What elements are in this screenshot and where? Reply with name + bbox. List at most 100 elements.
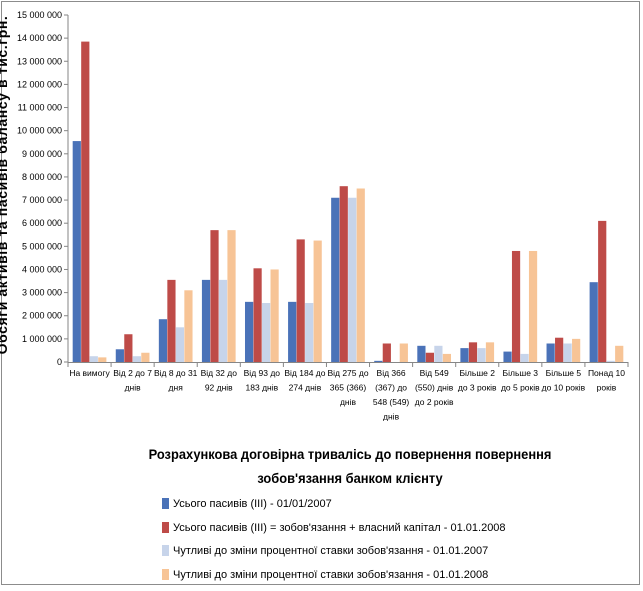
x-tick-label-line: років — [597, 383, 617, 393]
bar-series-3-cat-5 — [262, 303, 270, 362]
bar-series-2-cat-6 — [297, 239, 305, 362]
bar-series-3-cat-4 — [219, 280, 227, 362]
y-tick-label: 13 000 000 — [17, 56, 62, 66]
bar-series-3-cat-7 — [348, 198, 356, 362]
bar-series-1-cat-6 — [288, 302, 296, 362]
legend-swatch — [162, 498, 169, 509]
x-tick-label: Від 2 до 7 днів — [113, 368, 152, 393]
x-tick-label-line: 365 (366) — [330, 383, 367, 393]
bar-series-4-cat-9 — [443, 354, 451, 362]
y-tick-label: 8 000 000 — [22, 172, 62, 182]
x-tick-label-line: На вимогу — [69, 368, 110, 378]
y-tick-label: 10 000 000 — [17, 126, 62, 136]
bar-series-4-cat-7 — [357, 189, 365, 363]
bar-series-1-cat-5 — [245, 302, 253, 362]
bar-series-3-cat-12 — [564, 343, 572, 362]
bar-series-4-cat-2 — [141, 353, 149, 362]
bar-series-2-cat-3 — [167, 280, 175, 362]
x-tick-label-line: Від 8 до 31 — [154, 368, 198, 378]
y-tick-label: 5 000 000 — [22, 241, 62, 251]
x-tick-label-line: Від 2 до 7 — [113, 368, 152, 378]
bar-series-3-cat-1 — [90, 356, 98, 362]
y-tick-label: 0 — [57, 357, 62, 367]
bar-series-3-cat-9 — [434, 346, 442, 362]
x-tick-label-line: Від 93 до — [244, 368, 281, 378]
x-tick-label-line: до 2 років — [415, 397, 454, 407]
y-tick-label: 3 000 000 — [22, 288, 62, 298]
bar-series-2-cat-2 — [124, 334, 132, 362]
bar-series-2-cat-7 — [340, 186, 348, 362]
legend-label: Чутливі до зміни процентної ставки зобов… — [173, 568, 488, 582]
x-tick-label-line: до 10 років — [542, 383, 586, 393]
y-tick-label: 11 000 000 — [18, 103, 62, 113]
y-tick-label: 7 000 000 — [22, 195, 62, 205]
x-tick-label-line: Від 549 — [420, 368, 449, 378]
bar-series-3-cat-11 — [520, 354, 528, 362]
x-tick-label-line: 183 днів — [246, 383, 279, 393]
bar-series-1-cat-12 — [547, 343, 555, 362]
y-tick-label: 4 000 000 — [22, 264, 62, 274]
legend-swatch — [162, 545, 169, 556]
x-tick-label-line: 548 (549) — [373, 397, 410, 407]
x-tick-label-line: Від 184 до — [284, 368, 325, 378]
y-tick-label: 1 000 000 — [22, 334, 62, 344]
x-tick-label-line: дня — [169, 383, 184, 393]
legend-item-series-1: Усього пасивів (ІІІ) - 01/01/2007 — [162, 497, 632, 521]
bar-series-3-cat-13 — [607, 361, 615, 362]
bar-series-1-cat-9 — [417, 346, 425, 362]
x-tick-label: Від 93 до 183 днів — [244, 368, 281, 393]
x-tick-label: Більше 5 до 10 років — [542, 368, 586, 393]
bar-series-2-cat-10 — [469, 342, 477, 362]
bar-series-4-cat-13 — [615, 346, 623, 362]
bar-series-4-cat-12 — [572, 339, 580, 362]
bar-series-4-cat-8 — [400, 343, 408, 362]
legend-item-series-3: Чутливі до зміни процентної ставки зобов… — [162, 544, 632, 568]
y-tick-label: 9 000 000 — [22, 149, 62, 159]
bar-series-4-cat-3 — [184, 290, 192, 362]
legend-label: Чутливі до зміни процентної ставки зобов… — [173, 544, 488, 558]
bar-series-2-cat-1 — [81, 42, 89, 362]
y-tick-label: 12 000 000 — [17, 79, 62, 89]
x-tick-label: Більше 3 до 5 років — [501, 368, 540, 393]
x-tick-label-line: Понад 10 — [588, 368, 625, 378]
x-tick-label-line: Більше 2 — [459, 368, 495, 378]
bar-series-3-cat-2 — [133, 356, 141, 362]
x-tick-label: Від 549 (550) днів до 2 років — [415, 368, 454, 407]
bar-series-1-cat-4 — [202, 280, 210, 362]
x-tick-label-line: (550) днів — [415, 383, 454, 393]
bar-series-1-cat-2 — [116, 349, 124, 362]
x-tick-label-line: Від 275 до — [327, 368, 368, 378]
x-tick-label-line: днів — [383, 412, 400, 422]
bar-series-3-cat-3 — [176, 327, 184, 362]
y-axis-label-text: Обсяги активів та пасивів балансу в тис.… — [0, 16, 10, 355]
bar-series-1-cat-1 — [73, 141, 81, 362]
bar-series-1-cat-11 — [503, 352, 511, 362]
x-tick-label: На вимогу — [69, 368, 110, 378]
bar-series-2-cat-5 — [253, 268, 261, 362]
bar-series-2-cat-8 — [383, 343, 391, 362]
x-tick-label-line: Більше 3 — [503, 368, 539, 378]
legend-swatch — [162, 569, 169, 580]
x-tick-label-line: Від 32 до — [201, 368, 238, 378]
y-tick-label: 2 000 000 — [22, 311, 62, 321]
bar-series-2-cat-13 — [598, 221, 606, 362]
bar-series-1-cat-10 — [460, 348, 468, 362]
x-tick-label-line: Більше 5 — [546, 368, 582, 378]
bar-series-2-cat-4 — [210, 230, 218, 362]
bar-series-2-cat-9 — [426, 353, 434, 362]
x-tick-label: Понад 10 років — [588, 368, 625, 393]
y-tick-label: 14 000 000 — [17, 33, 62, 43]
bar-series-1-cat-3 — [159, 319, 167, 362]
legend-label: Усього пасивів (ІІІ) = зобов'язання + вл… — [173, 521, 506, 535]
x-tick-label-line: днів — [125, 383, 142, 393]
bar-series-3-cat-10 — [477, 348, 485, 362]
x-axis-title: Розрахункова договірна тривалісь до пове… — [115, 442, 584, 490]
x-tick-label-line: до 5 років — [501, 383, 540, 393]
bar-series-3-cat-6 — [305, 303, 313, 362]
bar-series-1-cat-13 — [590, 282, 598, 362]
y-tick-label: 15 000 000 — [17, 10, 62, 20]
